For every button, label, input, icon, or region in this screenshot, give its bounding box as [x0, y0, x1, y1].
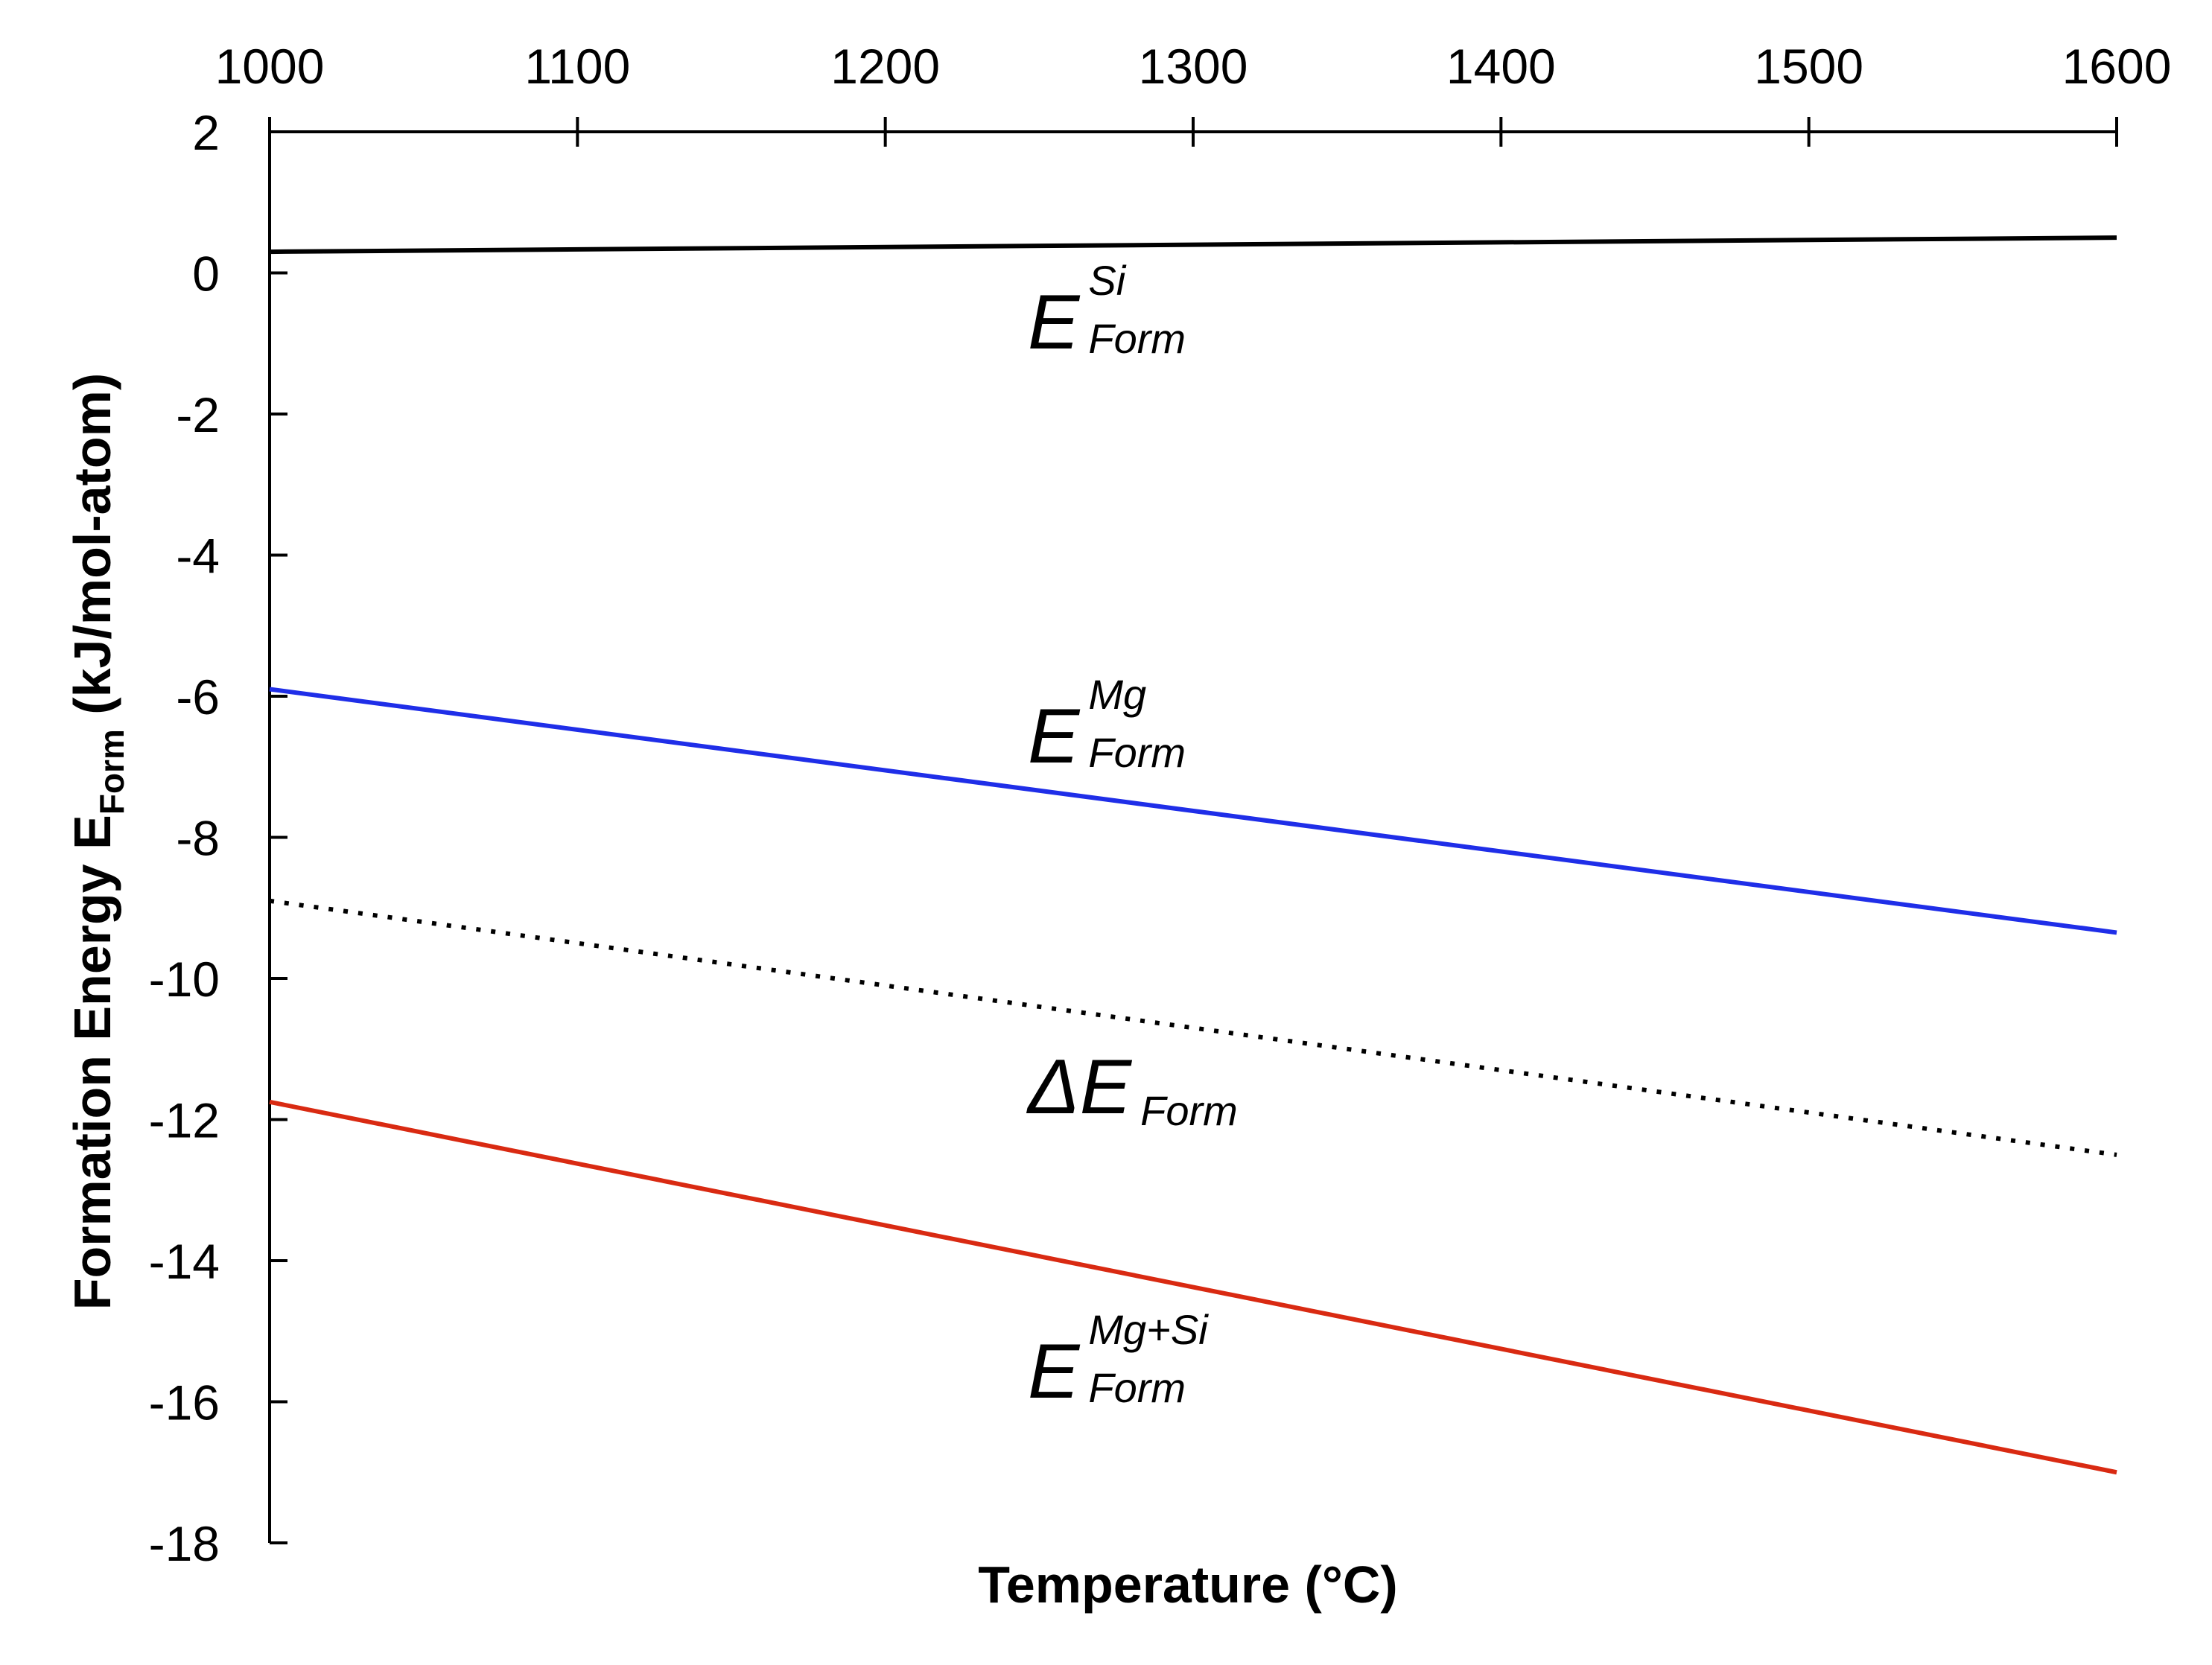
series-line-1	[269, 687, 2117, 935]
y-axis-title-units: (kJ/mol-atom)	[63, 373, 121, 729]
x-tick-label: 1000	[215, 39, 325, 94]
series-label-sup: Mg	[1088, 671, 1146, 718]
y-tick-label: -4	[176, 529, 220, 584]
x-axis: 1000 1100 1200 1300 1400 1500 1600	[215, 39, 2172, 147]
y-tick-label: -12	[149, 1093, 220, 1148]
y-tick-label: -14	[149, 1234, 220, 1289]
series-line-0	[269, 235, 2117, 255]
series-label-2: ΔE Form	[1026, 1044, 1238, 1134]
series-label-main: E	[1028, 1328, 1081, 1415]
series-label-sub: Form	[1088, 1364, 1186, 1411]
y-axis-title: Formation Energy EForm (kJ/mol-atom)	[63, 373, 131, 1311]
x-tick-label: 1300	[1139, 39, 1248, 94]
series-label-sup: Mg+Si	[1088, 1306, 1209, 1353]
series-label-1: E Mg Form	[1028, 671, 1186, 780]
series-label-sub: Form	[1088, 315, 1186, 362]
y-axis-title-sub: Form	[92, 729, 131, 815]
x-tick-label: 1600	[2062, 39, 2172, 94]
y-axis: 2 0 -2 -4 -6 -8 -10 -12 -14 -16 -18	[149, 105, 287, 1571]
x-tick-label: 1400	[1446, 39, 1556, 94]
x-tick-label: 1200	[830, 39, 940, 94]
series-label-main: E	[1028, 693, 1081, 780]
y-tick-label: 0	[192, 246, 220, 302]
y-tick-label: -16	[149, 1375, 220, 1430]
x-axis-title: Temperature (°C)	[978, 1556, 1397, 1614]
x-tick-label: 1500	[1754, 39, 1863, 94]
y-axis-title-main: Formation Energy E	[63, 815, 121, 1310]
series-label-3: E Mg+Si Form	[1028, 1306, 1209, 1415]
x-tick-label: 1100	[524, 39, 630, 94]
series-lines	[269, 235, 2117, 1475]
series-line-3	[269, 1099, 2117, 1475]
series-label-main: ΔE	[1026, 1044, 1133, 1130]
series-label-main: E	[1028, 279, 1081, 366]
y-tick-label: -6	[176, 669, 220, 725]
series-label-sup: Si	[1088, 257, 1126, 304]
y-tick-label: -10	[149, 952, 220, 1007]
series-label-sub: Form	[1140, 1087, 1238, 1134]
y-tick-label: -2	[176, 387, 220, 442]
y-tick-label: -8	[176, 811, 220, 866]
y-tick-label: -18	[149, 1516, 220, 1571]
series-label-0: E Si Form	[1028, 257, 1186, 366]
y-tick-label: 2	[192, 105, 220, 160]
series-label-sub: Form	[1088, 729, 1186, 776]
